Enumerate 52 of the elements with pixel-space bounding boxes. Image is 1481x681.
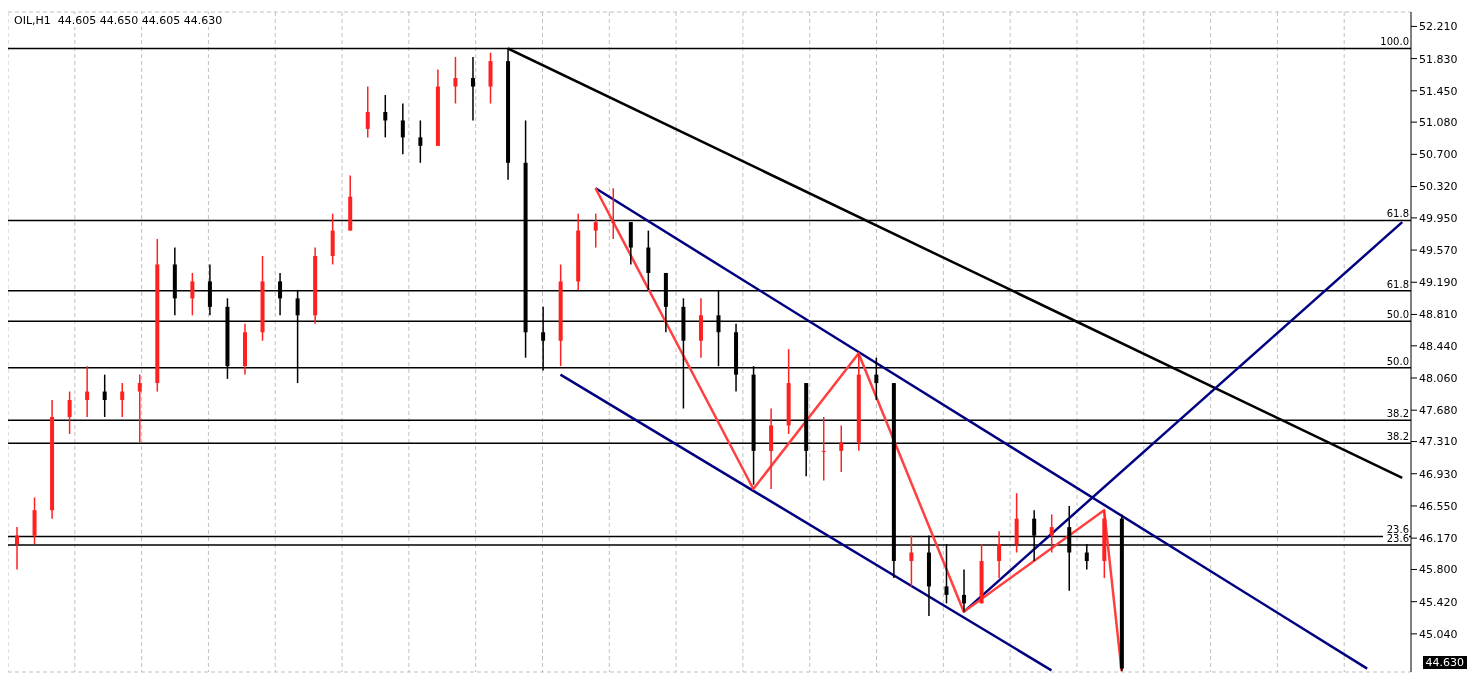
candlestick [85, 365, 90, 418]
y-tick-label: 48.810 [1419, 308, 1458, 322]
y-tick-label: 45.420 [1419, 595, 1458, 609]
annotation: 61.8 [1386, 208, 1409, 220]
y-tick-label: 45.800 [1419, 563, 1458, 577]
annotation: 38.2 [1386, 431, 1409, 443]
y-tick-label: 47.680 [1419, 404, 1458, 418]
annotation: 100.0 [1380, 36, 1409, 48]
text: 44.630 [1422, 656, 1467, 669]
candlestick [593, 212, 598, 249]
y-tick-label: 50.320 [1419, 180, 1458, 194]
y-tick-label: 49.570 [1419, 243, 1458, 257]
candlestick [997, 530, 1002, 579]
candlestick [400, 102, 405, 156]
annotation: 38.2 [1386, 408, 1409, 420]
y-tick-label: 51.830 [1419, 52, 1458, 66]
y-tick-label: 46.930 [1419, 467, 1458, 481]
candlestick [453, 56, 458, 105]
y-tick-label: 51.450 [1419, 84, 1458, 98]
annotation: 50.0 [1386, 309, 1409, 321]
candlestick [15, 526, 19, 571]
candlestick [67, 390, 72, 435]
candlestick [962, 568, 967, 613]
candlestick [383, 94, 388, 139]
y-tick-label: 48.060 [1419, 371, 1458, 385]
candlestick [102, 373, 107, 418]
annotation: 61.8 [1386, 278, 1409, 290]
candlestick [470, 56, 475, 122]
candlestick [1049, 513, 1054, 554]
y-tick-label: 47.310 [1419, 435, 1458, 449]
y-tick-label: 49.950 [1419, 211, 1458, 225]
y-tick-label: 46.170 [1419, 532, 1458, 546]
y-tick-label: 46.550 [1419, 499, 1458, 513]
y-tick-label: 48.440 [1419, 339, 1458, 353]
chart-title: OIL,H1 44.605 44.650 44.605 44.630 [14, 14, 223, 27]
candlestick [909, 534, 914, 588]
candlestick [120, 382, 125, 418]
y-tick-label: 51.080 [1419, 116, 1458, 130]
y-tick-label: 49.190 [1419, 276, 1458, 290]
candlestick [190, 272, 195, 317]
annotation: 23.6 [1386, 532, 1409, 544]
candlestick [365, 85, 370, 139]
annotation: 50.0 [1386, 355, 1409, 367]
y-tick-label: 52.210 [1419, 20, 1458, 34]
y-tick-label: 50.700 [1419, 148, 1458, 162]
candlestick [137, 373, 142, 444]
candlestick [821, 416, 826, 482]
candlestick [418, 119, 423, 164]
y-tick-label: 45.040 [1419, 627, 1458, 641]
line-series [594, 186, 1123, 672]
candlestick [839, 424, 844, 473]
candlestick [611, 187, 616, 240]
